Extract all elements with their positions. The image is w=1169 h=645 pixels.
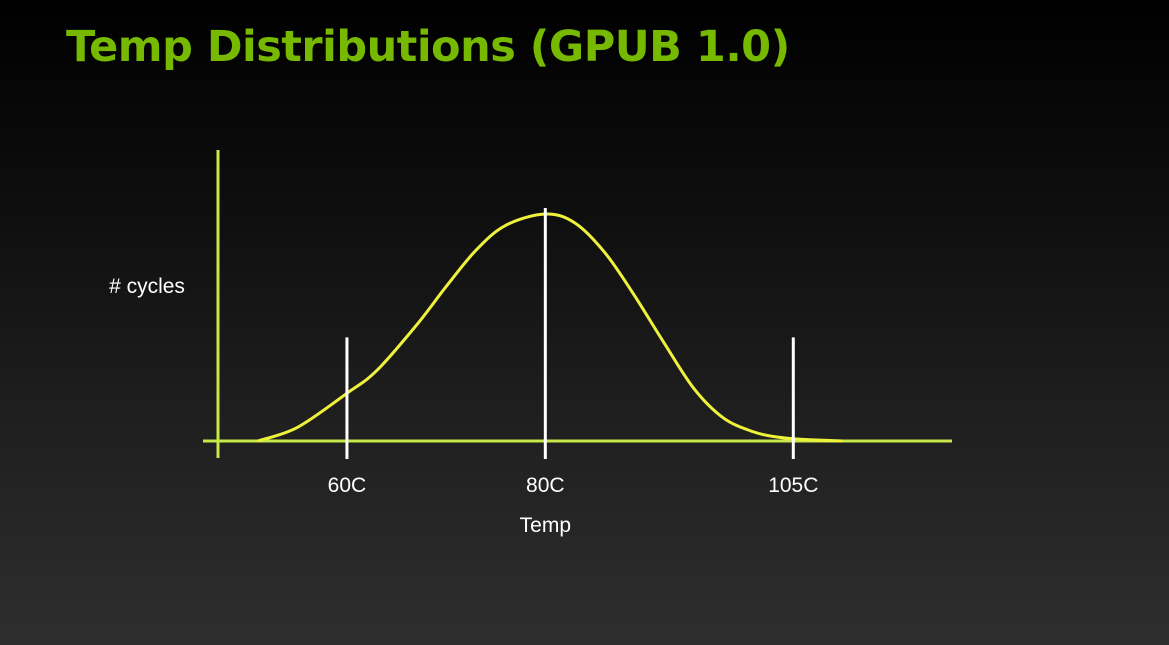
x-tick-label: 105C bbox=[768, 474, 818, 497]
y-axis-label: # cycles bbox=[109, 275, 185, 298]
x-axis-label: Temp bbox=[520, 514, 571, 537]
x-tick-label: 60C bbox=[328, 474, 367, 497]
x-tick-label: 80C bbox=[526, 474, 565, 497]
slide-title: Temp Distributions (GPUB 1.0) bbox=[66, 22, 790, 72]
temperature-distribution-curve bbox=[257, 212, 843, 443]
